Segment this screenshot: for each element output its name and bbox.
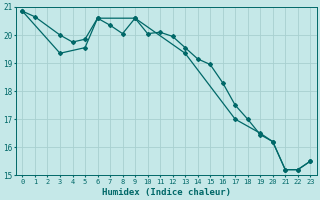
X-axis label: Humidex (Indice chaleur): Humidex (Indice chaleur) — [102, 188, 231, 197]
